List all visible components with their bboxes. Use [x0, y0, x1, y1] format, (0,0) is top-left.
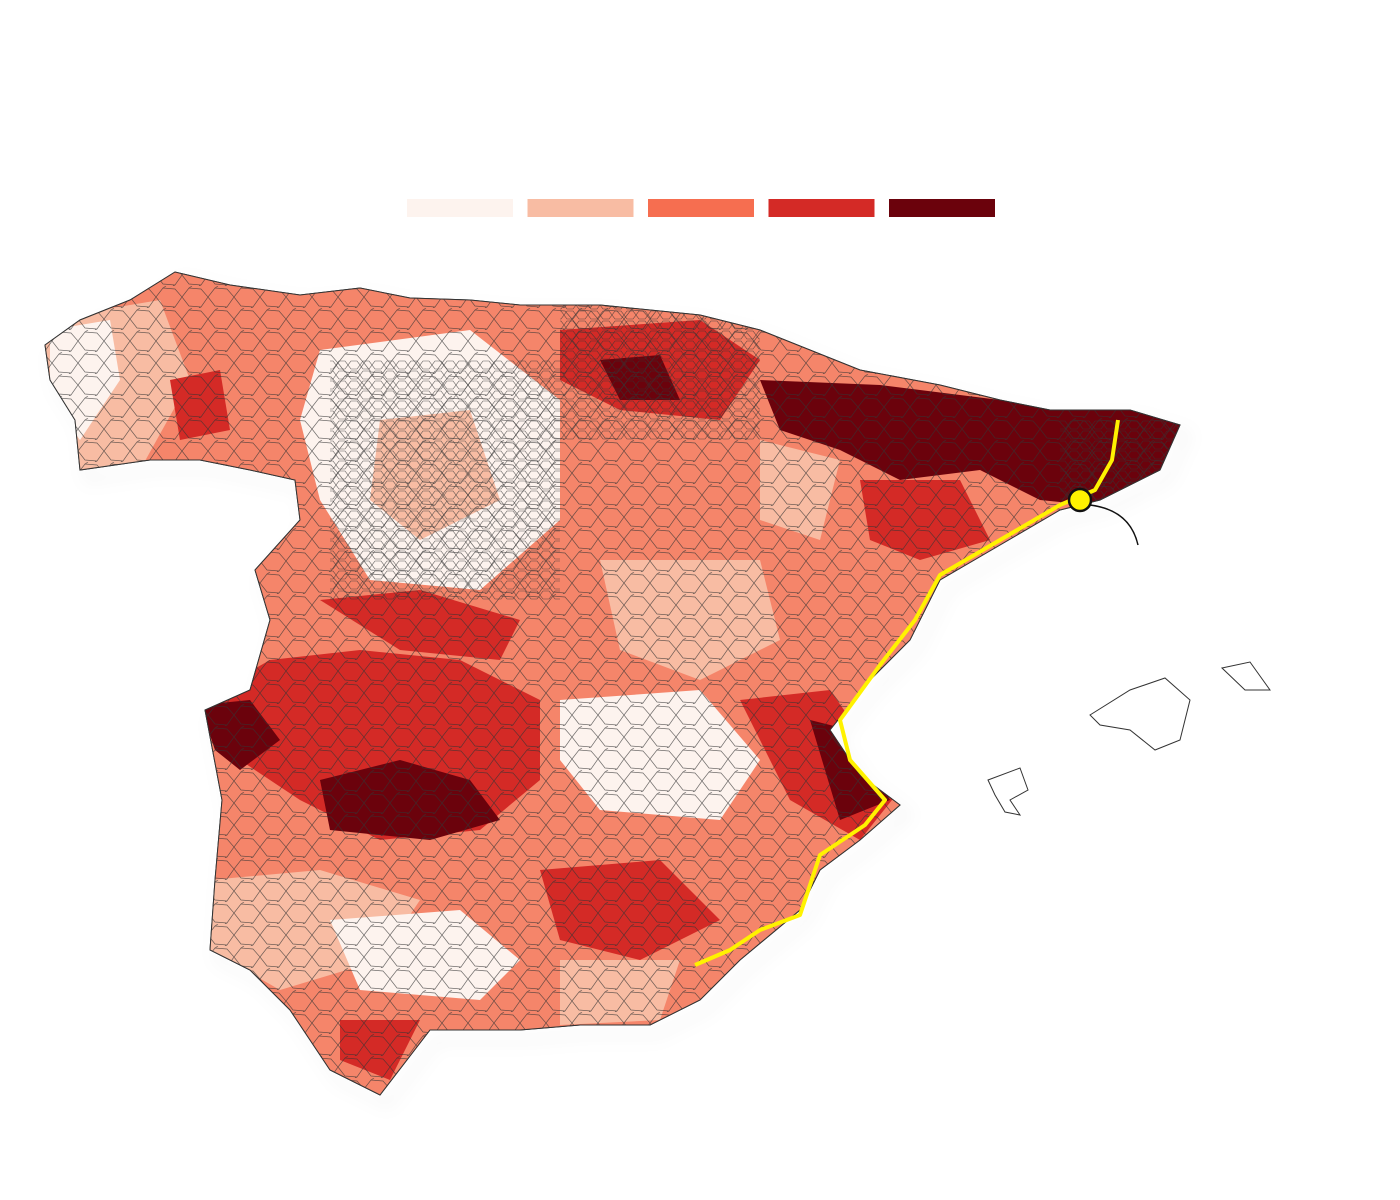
- legend-swatch: [407, 199, 513, 217]
- mainland-regions: [45, 272, 1180, 1095]
- municipality-borders-dense: [330, 300, 1180, 600]
- legend-swatch: [768, 199, 875, 217]
- legend-swatch: [648, 199, 754, 217]
- pointer-arc: [1089, 504, 1139, 546]
- legend-swatch: [889, 199, 995, 217]
- mainland-outline: [44, 271, 1181, 1096]
- location-marker: [1067, 487, 1093, 513]
- island: [1220, 661, 1271, 691]
- island: [987, 767, 1029, 816]
- legend-swatch: [527, 199, 634, 217]
- balearic-islands: [987, 661, 1271, 816]
- island: [1089, 677, 1191, 751]
- legend: [407, 199, 995, 217]
